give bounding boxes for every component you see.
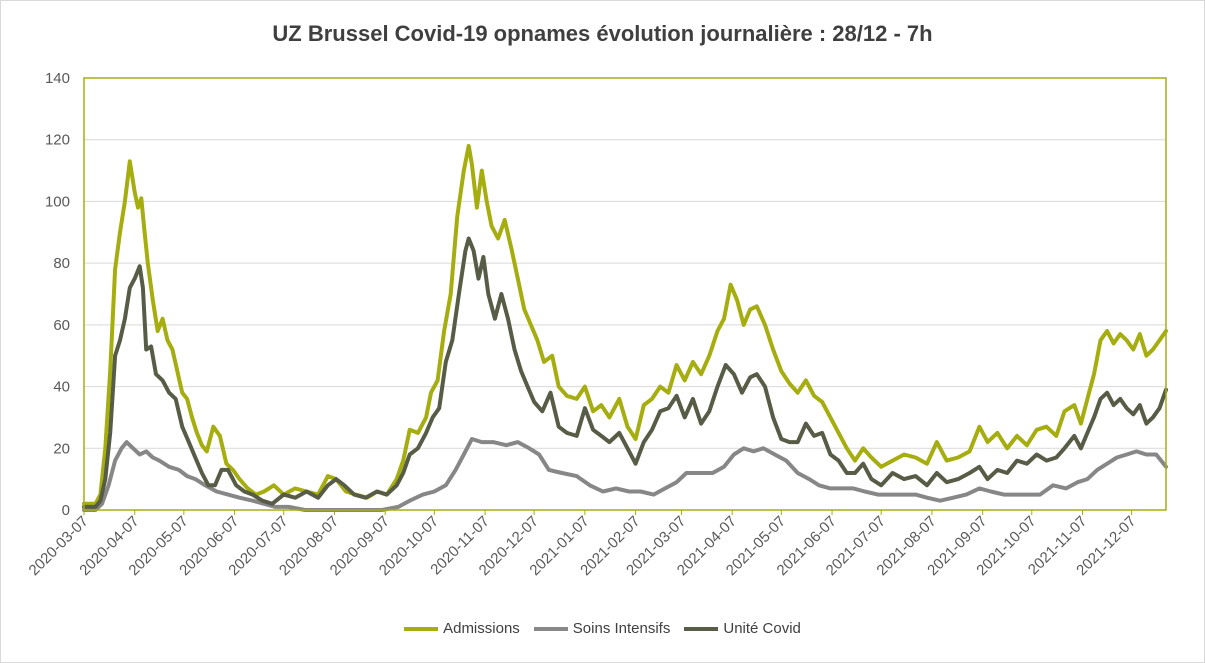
legend-label: Soins Intensifs <box>572 620 671 637</box>
y-tick-label: 140 <box>45 70 70 87</box>
series-line-soins-intensifs <box>82 437 1168 512</box>
legend-swatch <box>533 626 568 631</box>
legend-swatch <box>684 626 719 631</box>
y-tick-label: 80 <box>53 255 70 272</box>
plot-area-border <box>83 77 1167 511</box>
y-tick-label: 100 <box>45 193 70 210</box>
y-tick-label: 20 <box>53 440 70 457</box>
series-line-unit-covid <box>82 236 1168 509</box>
legend-item: Unité Covid <box>684 620 801 637</box>
y-tick-label: 0 <box>62 502 70 519</box>
gridlines <box>84 139 1166 449</box>
x-axis-tick-labels: 2020-03-072020-04-072020-05-072020-06-07… <box>26 510 1139 579</box>
legend-label: Unité Covid <box>723 620 801 637</box>
y-tick-label: 120 <box>45 132 70 149</box>
y-tick-label: 40 <box>53 379 70 396</box>
legend-swatch <box>404 626 439 631</box>
series-line-admissions <box>82 143 1168 506</box>
legend: Admissions Soins Intensifs Unité Covid <box>0 620 1205 637</box>
y-axis-tick-labels: 0 20 40 60 80 100 120 140 <box>45 70 70 519</box>
y-tick-label: 60 <box>53 317 70 334</box>
legend-label: Admissions <box>443 620 520 637</box>
series-lines <box>82 143 1168 512</box>
legend-item: Admissions <box>404 620 520 637</box>
legend-item: Soins Intensifs <box>533 620 671 637</box>
chart-title: UZ Brussel Covid-19 opnames évolution jo… <box>272 21 933 46</box>
